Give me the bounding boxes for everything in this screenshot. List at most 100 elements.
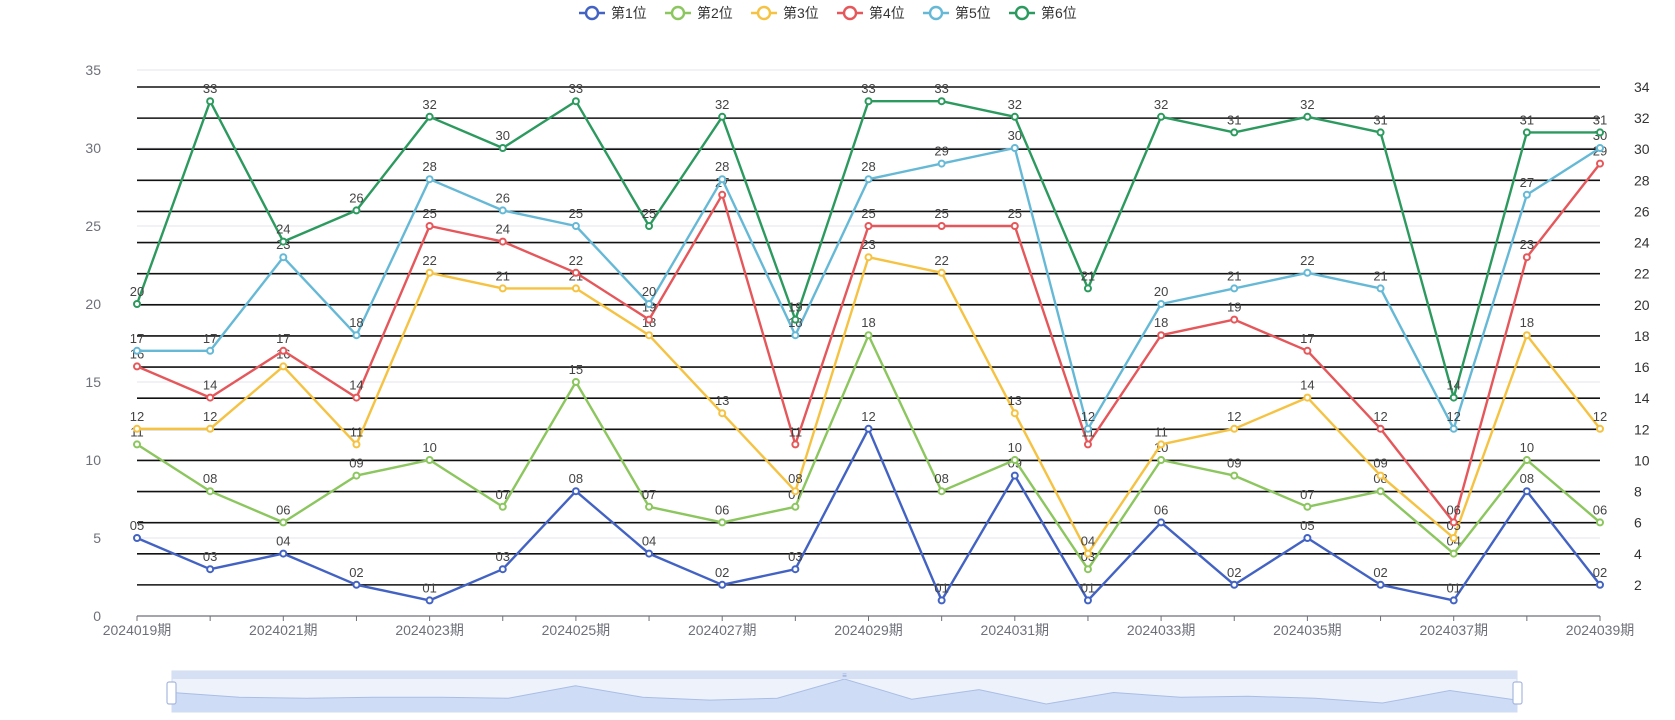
legend-item[interactable]: 第4位: [837, 5, 905, 21]
data-label: 17: [203, 331, 217, 346]
data-zoom-top-bar[interactable]: [172, 671, 1517, 679]
data-label: 23: [1520, 237, 1534, 252]
data-label: 19: [1227, 300, 1241, 315]
data-label: 22: [422, 253, 436, 268]
y-right-tick-label: 20: [1634, 297, 1650, 313]
data-label: 21: [1081, 268, 1095, 283]
data-point: [498, 565, 507, 574]
data-label: 02: [349, 565, 363, 580]
legend-item[interactable]: 第1位: [579, 5, 647, 21]
data-label: 01: [1081, 580, 1095, 595]
y-right-tick-label: 32: [1634, 110, 1650, 126]
data-point: [1376, 471, 1385, 480]
data-label: 08: [788, 471, 802, 486]
legend-circle-marker: [756, 5, 772, 21]
data-point: [1522, 331, 1531, 340]
data-point: [1376, 424, 1385, 433]
data-point: [1376, 128, 1385, 137]
y-right-tick-label: 6: [1634, 515, 1642, 531]
data-point: [498, 144, 507, 152]
data-point: [571, 97, 580, 106]
data-point: [1157, 456, 1166, 464]
x-tick-label: 2024035期: [1273, 622, 1342, 638]
data-point: [937, 268, 946, 277]
data-point: [279, 549, 288, 558]
legend-item[interactable]: 第3位: [751, 5, 819, 21]
legend-item[interactable]: 第5位: [923, 5, 991, 21]
data-point: [352, 393, 361, 402]
data-label: 01: [422, 580, 436, 595]
data-label: 12: [1446, 409, 1460, 424]
data-point: [571, 284, 580, 293]
data-point: [1376, 580, 1385, 589]
data-point: [1522, 190, 1531, 199]
data-label: 02: [715, 565, 729, 580]
legend-item[interactable]: 第2位: [665, 5, 733, 21]
y-right-tick-label: 10: [1634, 452, 1650, 468]
series-line: [137, 256, 1601, 555]
data-point: [133, 440, 141, 449]
data-point: [1083, 284, 1092, 293]
data-label: 12: [1373, 409, 1387, 424]
data-point: [864, 424, 873, 433]
series-6: 20 33 24 26 32 30 33 25 32 19 33 33 32 21 32 31 32 31 14 31…: [130, 81, 1607, 402]
data-point: [133, 534, 141, 542]
x-tick-label: 2024029期: [834, 622, 903, 638]
data-label: 05: [130, 518, 144, 533]
data-point: [718, 112, 727, 121]
data-zoom-right-handle[interactable]: [1512, 681, 1523, 705]
data-label: 04: [276, 534, 290, 549]
data-label: 21: [1373, 268, 1387, 283]
x-tick-label: 2024021期: [249, 622, 318, 638]
y-right-tick-label: 18: [1634, 328, 1650, 344]
data-zoom-slider[interactable]: ≡: [166, 670, 1523, 713]
data-label: 01: [934, 580, 948, 595]
data-label: 15: [569, 362, 583, 377]
legend-label: 第1位: [611, 5, 647, 21]
data-point: [1303, 534, 1312, 542]
data-label: 22: [934, 253, 948, 268]
data-zoom-left-handle[interactable]: [166, 681, 177, 705]
data-point: [937, 596, 946, 605]
data-label: 06: [276, 502, 290, 517]
data-label: 12: [203, 409, 217, 424]
data-point: [1449, 596, 1458, 605]
data-point: [133, 362, 141, 371]
y-right-tick-label: 2: [1634, 577, 1642, 593]
data-label: 06: [1446, 502, 1460, 517]
data-point: [864, 97, 873, 106]
legend-item[interactable]: 第6位: [1009, 5, 1077, 21]
data-label: 20: [642, 284, 656, 299]
data-point: [1522, 456, 1531, 464]
data-label: 27: [1520, 175, 1534, 190]
data-label: 21: [496, 268, 510, 283]
data-label: 01: [1446, 580, 1460, 595]
data-label: 12: [1081, 409, 1095, 424]
data-point: [1083, 440, 1092, 449]
x-tick-label: 2024037期: [1419, 622, 1488, 638]
data-label: 23: [861, 237, 875, 252]
data-label: 30: [496, 128, 510, 143]
y-left-tick-label: 30: [85, 140, 101, 156]
data-label: 28: [861, 159, 875, 174]
data-label: 02: [1227, 565, 1241, 580]
data-label: 25: [569, 206, 583, 221]
data-point: [133, 346, 141, 355]
data-label: 32: [715, 97, 729, 112]
data-label: 33: [934, 81, 948, 96]
data-point: [1376, 487, 1385, 496]
data-point: [1449, 424, 1458, 433]
data-point: [425, 596, 434, 605]
data-point: [133, 300, 141, 308]
data-point: [498, 237, 507, 246]
series-5: 17 17 23 18 28 26 25 20 28 18 28 29 30 12 20 21 22 21 12 27…: [130, 128, 1607, 433]
data-label: 17: [1300, 331, 1314, 346]
data-point: [425, 268, 434, 277]
data-point: [352, 580, 361, 589]
data-label: 03: [203, 549, 217, 564]
data-label: 12: [1227, 409, 1241, 424]
grid-lines: [137, 69, 1600, 586]
legend-label: 第4位: [869, 5, 905, 21]
data-label: 25: [861, 206, 875, 221]
data-label: 18: [1154, 315, 1168, 330]
